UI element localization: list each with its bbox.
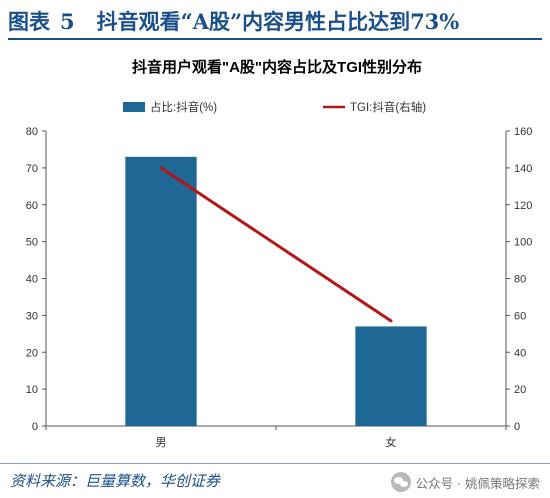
chart-title: 抖音用户观看"A股"内容占比及TGI性别分布 <box>132 58 422 76</box>
figure-label: 图表 <box>8 9 50 34</box>
x-category-label: 男 <box>156 437 167 449</box>
y-right-tick-label: 60 <box>514 310 526 322</box>
bar-2 <box>355 326 427 426</box>
watermark-text: 公众号 · 姚佩策略探索 <box>415 475 540 491</box>
y-left-tick-label: 10 <box>26 384 38 396</box>
plot-area: 0 10 20 30 40 50 60 70 80 0 20 40 60 80 100 120 140 160 男 女 <box>26 126 533 449</box>
x-category-label: 女 <box>386 435 397 449</box>
tgi-point-1 <box>159 166 163 170</box>
tgi-point-2 <box>389 319 393 323</box>
figure-number: 5 <box>60 8 75 34</box>
y-left-tick-label: 30 <box>26 310 38 322</box>
y-left-tick-label: 70 <box>26 163 38 175</box>
y-right-tick-label: 0 <box>514 421 520 433</box>
y-left-tick-label: 60 <box>26 200 38 212</box>
y-left-tick-label: 40 <box>26 274 38 286</box>
y-right-tick-label: 100 <box>514 237 532 249</box>
legend: 占比:抖音(%) TGI:抖音(右轴) <box>123 100 426 114</box>
y-right-tick-label: 40 <box>514 347 526 359</box>
legend-bar-label: 占比:抖音(%) <box>150 100 217 114</box>
footer: 资料来源：巨量算数，华创证券 公众号 · 姚佩策略探索 <box>0 463 550 498</box>
figure-title: 抖音观看“A股”内容男性占比达到73% <box>96 9 460 34</box>
y-right-tick-label: 20 <box>514 384 526 396</box>
y-right-tick-label: 120 <box>514 200 532 212</box>
y-right-tick-label: 80 <box>514 274 526 286</box>
y-right-tick-label: 160 <box>514 126 532 138</box>
bar-1 <box>125 156 197 426</box>
y-left-tick-label: 0 <box>32 421 38 433</box>
y-left-tick-label: 50 <box>26 237 38 249</box>
watermark: 公众号 · 姚佩策略探索 <box>390 472 540 492</box>
tgi-gender-chart: 抖音用户观看"A股"内容占比及TGI性别分布 占比:抖音(%) TGI:抖音(右… <box>26 58 533 449</box>
wechat-icon <box>390 472 411 492</box>
source-note: 资料来源：巨量算数，华创证券 <box>10 472 221 490</box>
tgi-line <box>160 166 392 323</box>
y-left-tick-label: 80 <box>26 126 38 138</box>
figure-title-bar: 图表 5 抖音观看“A股”内容男性占比达到73% <box>8 4 542 40</box>
legend-bar-swatch <box>123 102 145 112</box>
y-left-tick-label: 20 <box>26 347 38 359</box>
y-right-tick-label: 140 <box>514 163 532 175</box>
legend-line-label: TGI:抖音(右轴) <box>350 100 426 114</box>
